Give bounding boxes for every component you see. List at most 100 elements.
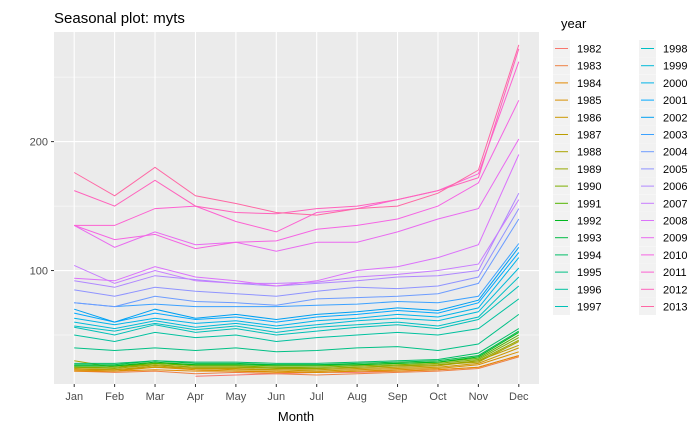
x-tick-label: Jun: [267, 391, 285, 403]
legend-item-2002: 2002: [639, 108, 687, 126]
series-line-2004: [74, 218, 520, 308]
legend-label: 2012: [663, 284, 687, 296]
x-axis-ticks: Jan Feb Mar Apr May Jun Jul Aug Sep Oct Nov Dec: [65, 384, 529, 403]
plot-panel: [54, 32, 539, 384]
legend-item-2010: 2010: [639, 246, 687, 264]
series-line-1995: [74, 313, 520, 353]
x-tick-label: Sep: [388, 391, 408, 403]
legend-item-1988: 1988: [553, 143, 601, 161]
legend-label: 2006: [663, 181, 687, 193]
legend-label: 2007: [663, 198, 687, 210]
legend-item-1989: 1989: [553, 160, 601, 178]
series-line-1987: [74, 344, 519, 371]
legend-item-1990: 1990: [553, 177, 601, 195]
series-line-1989: [74, 339, 520, 370]
legend-label: 2011: [663, 267, 687, 279]
series-line-2008: [74, 154, 520, 287]
legend-item-2004: 2004: [639, 143, 687, 161]
legend-label: 1991: [577, 198, 601, 210]
legend-label: 1985: [577, 95, 601, 107]
series-line-2003: [74, 243, 520, 308]
legend-label: 1992: [577, 216, 601, 228]
legend-label: 1997: [577, 302, 601, 314]
legend-item-1987: 1987: [553, 126, 601, 143]
series-line-1996: [74, 298, 520, 343]
series-line-2000: [74, 257, 520, 327]
series-line-1994: [74, 328, 520, 364]
series-line-2011: [74, 61, 520, 233]
legend-label: 1984: [577, 78, 601, 90]
legend-label: 2001: [663, 95, 687, 107]
series-line-1986: [74, 347, 519, 372]
x-tick-label: Nov: [469, 391, 489, 403]
legend-item-2009: 2009: [639, 229, 687, 247]
legend-item-1993: 1993: [553, 229, 601, 247]
legend-label: 2013: [663, 302, 687, 314]
legend: 1982 1983 1984 1985 1986 1987 1988 1989 1990 1991…: [553, 40, 687, 315]
x-tick-label: Oct: [429, 391, 446, 403]
x-tick-label: Jan: [65, 391, 83, 403]
legend-item-2008: 2008: [639, 212, 687, 229]
grid-lines: [54, 32, 539, 384]
series-line-2002: [74, 246, 520, 323]
legend-label: 2010: [663, 250, 687, 262]
series-line-1999: [74, 267, 520, 330]
legend-label: 1989: [577, 164, 601, 176]
series-line-2013: [73, 44, 520, 216]
legend-label: 1990: [577, 181, 601, 193]
y-axis-ticks: 100 200: [30, 137, 54, 278]
series-line-2012: [74, 48, 520, 215]
legend-title: year: [561, 16, 587, 31]
x-tick-label: Apr: [187, 391, 204, 403]
legend-label: 1996: [577, 284, 601, 296]
legend-label: 1994: [577, 250, 601, 262]
series-line-1983: [74, 356, 519, 376]
legend-label: 1999: [663, 61, 687, 73]
legend-item-2011: 2011: [639, 263, 687, 281]
legend-label: 2005: [663, 164, 687, 176]
legend-item-1991: 1991: [553, 194, 601, 212]
x-tick-label: Feb: [105, 391, 124, 403]
legend-label: 2008: [663, 216, 687, 228]
series-line-2007: [73, 199, 520, 284]
legend-label: 1998: [663, 44, 687, 56]
legend-label: 2004: [663, 147, 687, 159]
y-tick-label: 100: [30, 266, 48, 278]
series-line-1984: [74, 355, 519, 373]
legend-item-2007: 2007: [639, 194, 687, 212]
legend-item-1996: 1996: [553, 280, 601, 298]
series-line-2009: [73, 138, 520, 252]
legend-label: 1995: [577, 267, 601, 279]
legend-item-1998: 1998: [639, 40, 687, 57]
legend-item-1986: 1986: [553, 108, 601, 126]
legend-item-2003: 2003: [639, 126, 687, 143]
series-line-2006: [74, 192, 520, 288]
legend-item-1995: 1995: [553, 263, 601, 281]
legend-item-1997: 1997: [553, 298, 601, 315]
legend-label: 1986: [577, 112, 601, 124]
legend-label: 2009: [663, 233, 687, 245]
x-axis-title: Month: [278, 409, 314, 424]
legend-item-1984: 1984: [553, 74, 601, 92]
series-line-2010: [74, 100, 520, 250]
legend-label: 2003: [663, 130, 687, 142]
series-line-1997: [74, 285, 520, 336]
series-line-2005: [74, 208, 520, 297]
legend-item-2001: 2001: [639, 91, 687, 109]
legend-label: 2000: [663, 78, 687, 90]
legend-item-2012: 2012: [639, 280, 687, 298]
x-tick-label: Jul: [310, 391, 324, 403]
x-tick-label: Aug: [347, 391, 367, 403]
legend-item-1994: 1994: [553, 246, 601, 264]
legend-item-1992: 1992: [553, 212, 601, 229]
legend-item-1983: 1983: [553, 57, 601, 75]
legend-label: 1993: [577, 233, 601, 245]
series-line-1998: [74, 276, 520, 333]
legend-label: 1987: [577, 130, 601, 142]
x-tick-label: Mar: [146, 391, 165, 403]
legend-item-2006: 2006: [639, 177, 687, 195]
legend-label: 2002: [663, 112, 687, 124]
y-tick-label: 200: [30, 137, 48, 149]
series-lines: [73, 44, 520, 377]
